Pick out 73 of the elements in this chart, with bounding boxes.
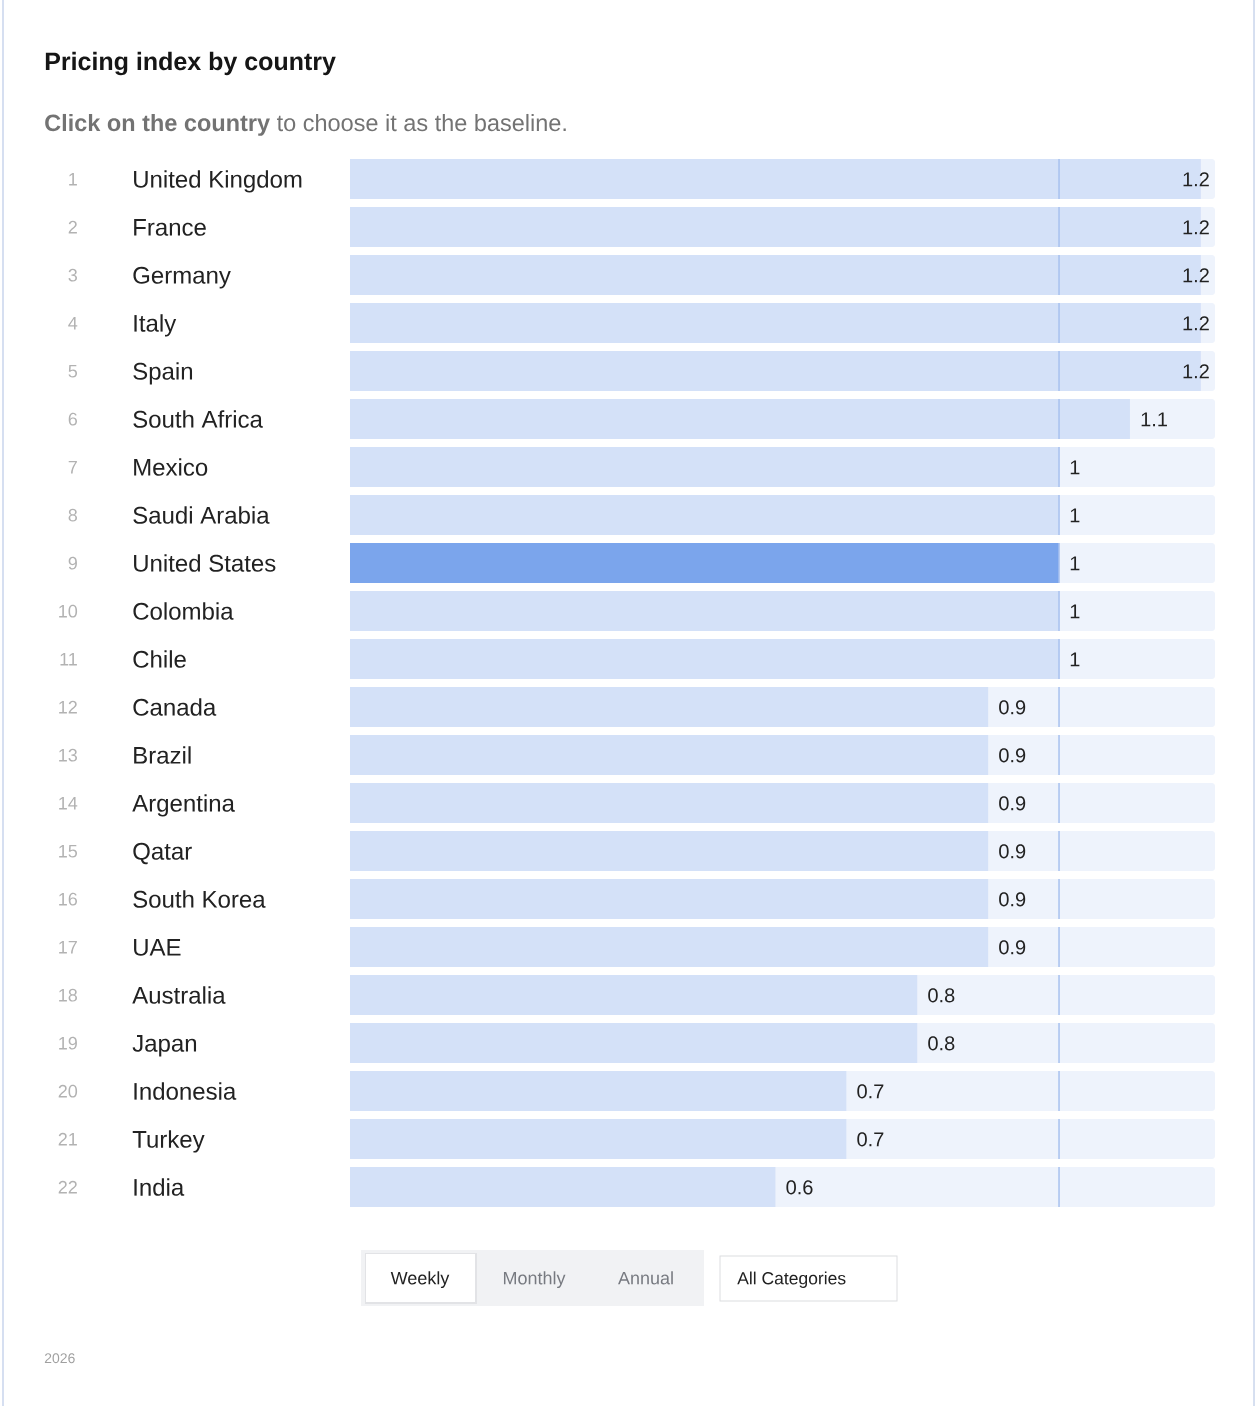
y-tick-label: Spain bbox=[133, 362, 193, 385]
data-label: 0.9 bbox=[999, 940, 1026, 955]
text: 21 bbox=[58, 1132, 77, 1146]
data-label: 1 bbox=[1070, 508, 1080, 523]
data-label: 1.2 bbox=[1183, 268, 1209, 283]
text: 2 bbox=[68, 220, 77, 234]
text: 12 bbox=[59, 700, 77, 714]
y-tick-label: United States bbox=[134, 554, 276, 572]
y-tick-label: Japan bbox=[132, 1035, 197, 1057]
text: 22 bbox=[58, 1180, 77, 1194]
text: 1 bbox=[69, 172, 77, 186]
y-tick-label: Indonesia bbox=[134, 1082, 237, 1100]
text: 5 bbox=[68, 365, 78, 378]
y-tick-label: India bbox=[134, 1178, 185, 1196]
text: 8 bbox=[68, 508, 78, 522]
text: 6 bbox=[68, 412, 78, 426]
text: All Categories bbox=[737, 1271, 846, 1288]
y-tick-label: Chile bbox=[133, 650, 186, 668]
y-tick-label: UAE bbox=[134, 939, 181, 956]
text: 18 bbox=[59, 988, 78, 1002]
text: 16 bbox=[59, 892, 78, 906]
data-label: 0.8 bbox=[928, 988, 955, 1003]
data-label: 0.9 bbox=[999, 844, 1026, 859]
y-tick-label: Mexico bbox=[134, 458, 208, 476]
data-label: 0.7 bbox=[857, 1084, 884, 1099]
y-tick-label: Brazil bbox=[134, 746, 191, 764]
data-label: 1.2 bbox=[1183, 220, 1209, 235]
text: 14 bbox=[59, 797, 78, 810]
y-tick-label: United Kingdom bbox=[134, 170, 302, 193]
text: 17 bbox=[59, 941, 77, 954]
y-tick-label: Colombia bbox=[133, 602, 234, 620]
text: 15 bbox=[59, 845, 78, 858]
data-label: 0.9 bbox=[999, 892, 1026, 907]
y-tick-label: South Korea bbox=[133, 890, 266, 908]
y-tick-label: France bbox=[134, 219, 206, 236]
text: 4 bbox=[68, 317, 78, 330]
data-label: 0.6 bbox=[786, 1180, 813, 1195]
text: 7 bbox=[68, 461, 77, 474]
chart-title: Pricing index by country bbox=[45, 51, 336, 76]
data-label: 1 bbox=[1070, 652, 1080, 667]
data-label: 0.9 bbox=[999, 796, 1026, 811]
data-label: 0.9 bbox=[999, 700, 1026, 715]
text: Weekly bbox=[390, 1271, 450, 1289]
text: Monthly bbox=[503, 1271, 566, 1289]
y-tick-label: Qatar bbox=[133, 842, 192, 865]
y-tick-label: Germany bbox=[133, 266, 231, 289]
data-label: 0.8 bbox=[928, 1036, 955, 1051]
data-label: 0.9 bbox=[999, 748, 1026, 763]
y-tick-label: Argentina bbox=[132, 794, 235, 817]
data-label: 0.7 bbox=[857, 1132, 884, 1147]
data-label: 1.2 bbox=[1183, 364, 1209, 379]
chart-subtitle: Click on the country to choose it as the baseline. bbox=[45, 113, 566, 136]
data-label: 1 bbox=[1070, 460, 1080, 475]
text: 11 bbox=[60, 653, 77, 666]
y-tick-label: South Africa bbox=[133, 410, 263, 428]
y-tick-label: Saudi Arabia bbox=[133, 506, 270, 524]
text: Annual bbox=[618, 1271, 673, 1285]
y-tick-label: Australia bbox=[132, 986, 226, 1004]
text: 10 bbox=[59, 604, 78, 618]
text: 2026 bbox=[44, 1353, 75, 1364]
data-label: 1.2 bbox=[1183, 172, 1209, 187]
text: 19 bbox=[59, 1036, 77, 1050]
text: 20 bbox=[58, 1084, 78, 1098]
data-label: 1 bbox=[1070, 556, 1080, 571]
text: 13 bbox=[59, 748, 78, 762]
data-label: 1 bbox=[1070, 604, 1080, 619]
text: 3 bbox=[68, 268, 78, 282]
data-label: 1.2 bbox=[1183, 316, 1209, 331]
y-tick-label: Italy bbox=[134, 314, 177, 337]
y-tick-label: Turkey bbox=[132, 1130, 205, 1153]
y-tick-label: Canada bbox=[133, 698, 217, 716]
text: 9 bbox=[68, 556, 77, 570]
data-label: 1.1 bbox=[1141, 412, 1167, 427]
